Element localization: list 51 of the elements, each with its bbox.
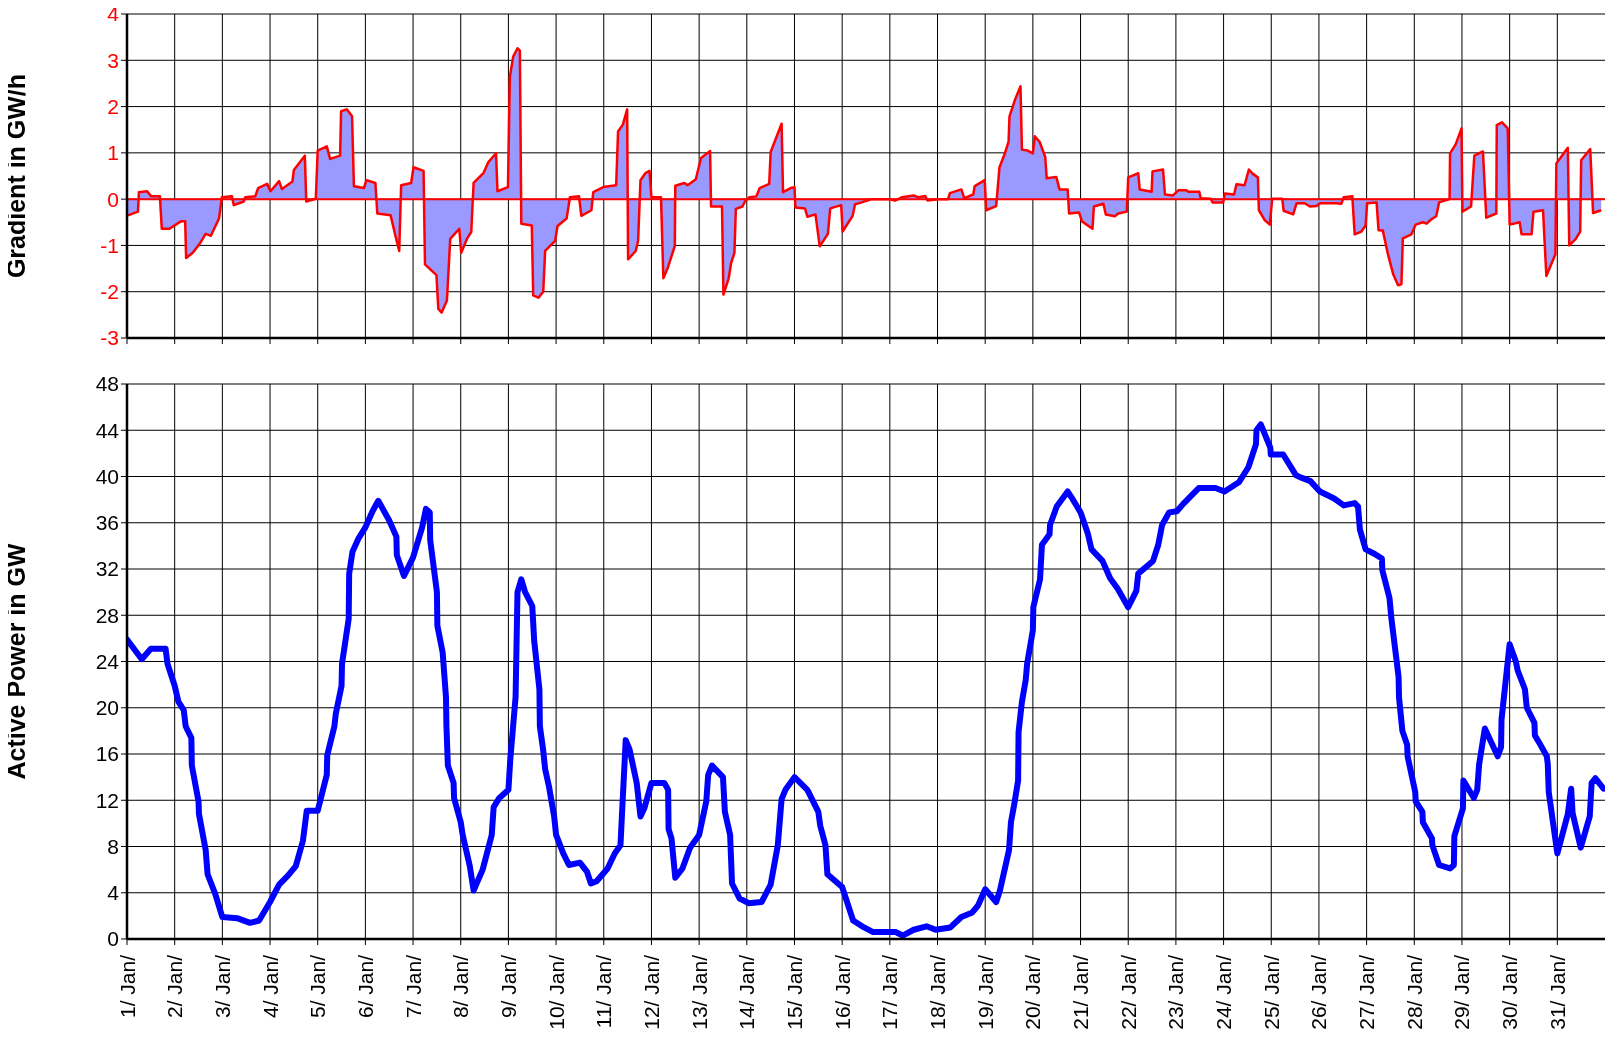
x-tick-label: 7/ Jan/ <box>401 954 425 1019</box>
x-tick-label: 26/ Jan/ <box>1307 954 1331 1030</box>
y-tick-label: 32 <box>95 557 119 581</box>
y-tick-label: 20 <box>95 696 119 720</box>
y-tick-label: -2 <box>100 280 119 304</box>
y-tick-label: 8 <box>107 834 119 858</box>
x-tick-label: 12/ Jan/ <box>639 954 663 1030</box>
x-tick-label: 18/ Jan/ <box>926 954 950 1030</box>
y-tick-label: 48 <box>95 372 119 396</box>
y-tick-label: -3 <box>100 326 119 350</box>
x-tick-label: 8/ Jan/ <box>449 954 473 1019</box>
y-tick-label: 0 <box>107 927 119 951</box>
x-tick-label: 6/ Jan/ <box>353 954 377 1019</box>
y-tick-label: 24 <box>95 649 120 673</box>
x-tick-label: 28/ Jan/ <box>1402 954 1426 1030</box>
y-tick-label: -1 <box>100 233 119 257</box>
x-tick-label: 17/ Jan/ <box>878 954 902 1030</box>
y-tick-label: 4 <box>107 881 120 905</box>
x-tick-label: 31/ Jan/ <box>1545 954 1569 1030</box>
x-tick-label: 2/ Jan/ <box>163 954 187 1019</box>
x-tick-label: 22/ Jan/ <box>1116 954 1140 1030</box>
x-tick-label: 25/ Jan/ <box>1259 954 1283 1030</box>
x-tick-label: 11/ Jan/ <box>592 954 616 1029</box>
x-tick-label: 4/ Jan/ <box>258 954 282 1019</box>
y-tick-label: 12 <box>95 788 119 812</box>
x-tick-label: 27/ Jan/ <box>1355 954 1379 1030</box>
x-tick-label: 9/ Jan/ <box>496 954 520 1019</box>
y-tick-label: 40 <box>95 464 119 488</box>
x-tick-label: 15/ Jan/ <box>782 954 806 1030</box>
x-tick-label: 1/ Jan/ <box>115 954 139 1019</box>
x-tick-label: 3/ Jan/ <box>210 954 234 1019</box>
y-tick-label: 2 <box>107 95 119 119</box>
x-tick-label: 20/ Jan/ <box>1021 954 1045 1030</box>
y-tick-label: 16 <box>95 742 119 766</box>
x-tick-label: 13/ Jan/ <box>687 954 711 1030</box>
y-tick-label: 0 <box>107 187 119 211</box>
x-tick-label: 16/ Jan/ <box>830 954 854 1030</box>
y-tick-label: 44 <box>95 418 120 442</box>
x-tick-label: 10/ Jan/ <box>544 954 568 1030</box>
x-tick-label: 23/ Jan/ <box>1164 954 1188 1030</box>
x-tick-label: 30/ Jan/ <box>1498 954 1522 1030</box>
y-tick-label: 3 <box>107 48 119 72</box>
y-tick-label: 28 <box>95 603 119 627</box>
x-tick-label: 21/ Jan/ <box>1069 954 1093 1030</box>
x-tick-label: 5/ Jan/ <box>306 954 330 1019</box>
x-tick-label: 14/ Jan/ <box>735 954 759 1030</box>
x-tick-label: 24/ Jan/ <box>1212 954 1236 1030</box>
y-tick-label: 1 <box>107 141 119 165</box>
x-tick-label: 19/ Jan/ <box>973 954 997 1030</box>
x-tick-label: 29/ Jan/ <box>1450 954 1474 1030</box>
y-tick-label: 36 <box>95 511 119 535</box>
